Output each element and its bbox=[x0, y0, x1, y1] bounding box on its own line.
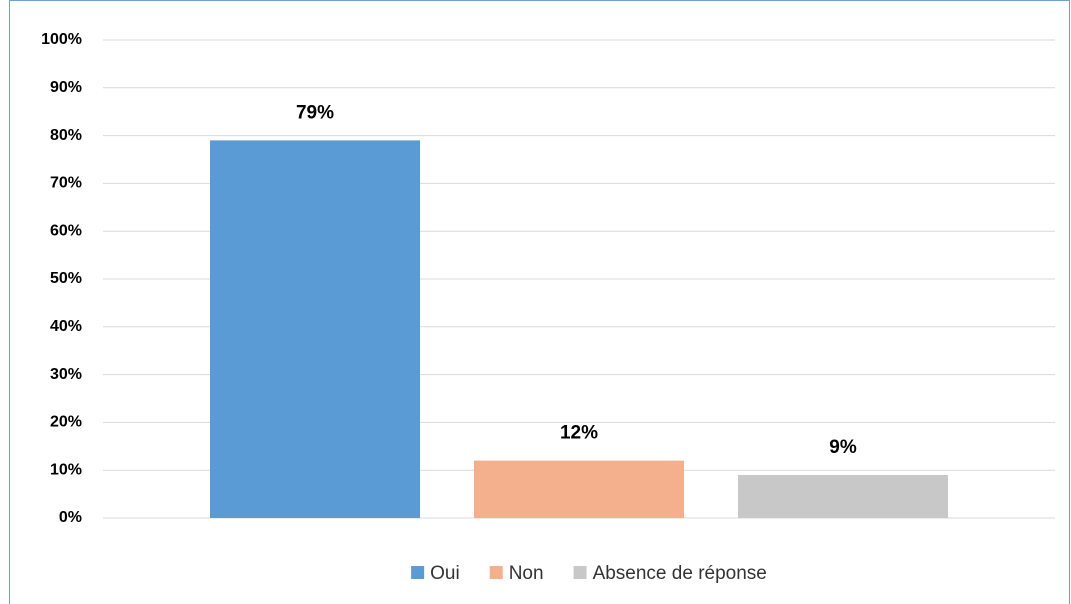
y-tick-label: 80% bbox=[50, 127, 82, 144]
legend-swatch bbox=[489, 566, 503, 579]
legend-swatch bbox=[411, 566, 425, 579]
y-tick-label: 0% bbox=[59, 509, 82, 526]
data-label: 79% bbox=[296, 102, 334, 123]
data-label: 12% bbox=[560, 423, 598, 444]
bar bbox=[210, 140, 420, 518]
y-tick-label: 40% bbox=[50, 318, 82, 335]
y-tick-label: 20% bbox=[50, 414, 82, 431]
legend-swatch bbox=[573, 566, 587, 579]
y-tick-label: 90% bbox=[50, 79, 82, 96]
legend-label: Absence de réponse bbox=[593, 563, 767, 584]
data-label: 9% bbox=[829, 437, 857, 458]
y-tick-label: 100% bbox=[41, 31, 82, 48]
legend-label: Oui bbox=[430, 563, 460, 584]
y-tick-label: 50% bbox=[50, 270, 82, 287]
bar bbox=[474, 460, 684, 518]
bar bbox=[738, 474, 948, 518]
y-tick-label: 10% bbox=[50, 461, 82, 478]
y-tick-label: 30% bbox=[50, 366, 82, 383]
y-tick-label: 70% bbox=[50, 175, 82, 192]
legend-label: Non bbox=[509, 563, 544, 584]
y-tick-label: 60% bbox=[50, 222, 82, 239]
